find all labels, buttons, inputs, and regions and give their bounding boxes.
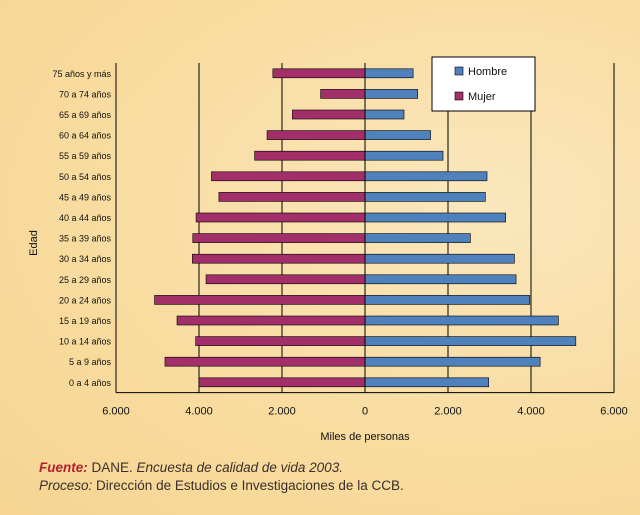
fuente-org: DANE. <box>91 460 133 475</box>
category-label-3: 15 a 19 años <box>59 316 112 326</box>
category-label-4: 20 a 24 años <box>59 295 112 305</box>
bars <box>154 63 577 393</box>
bar-mujer-7 <box>192 233 366 243</box>
bar-mujer-12 <box>266 130 366 140</box>
x-tick-label-6: 6.000 <box>600 406 628 418</box>
bar-hombre-0 <box>364 377 489 388</box>
bar-hombre-5 <box>364 274 517 285</box>
category-label-15: 75 años y más <box>52 69 111 79</box>
bar-mujer-9 <box>218 192 366 202</box>
bar-mujer-5 <box>205 274 366 285</box>
legend-swatch-hombre <box>454 66 464 76</box>
bar-hombre-2 <box>364 336 577 346</box>
bar-hombre-9 <box>364 192 486 202</box>
x-tick-labels: 6.000 4.000 2.000 0 2.000 4.000 6.000 <box>102 406 628 418</box>
x-tick-label-5: 4.000 <box>517 406 545 418</box>
category-label-8: 40 a 44 años <box>59 213 112 223</box>
fuente-label: Fuente: <box>39 460 88 475</box>
bar-hombre-12 <box>364 130 431 140</box>
category-label-5: 25 a 29 años <box>59 275 112 285</box>
legend-box <box>431 56 536 112</box>
bar-mujer-2 <box>195 336 366 346</box>
bar-hombre-3 <box>364 315 559 326</box>
x-tick-label-0: 6.000 <box>102 406 130 418</box>
bar-mujer-15 <box>272 68 366 79</box>
bar-hombre-1 <box>364 356 541 367</box>
x-tick-label-3: 0 <box>362 406 368 418</box>
bar-mujer-14 <box>320 89 366 99</box>
category-label-6: 30 a 34 años <box>59 254 112 264</box>
bar-mujer-0 <box>198 377 366 388</box>
x-axis-title: Miles de personas <box>320 431 410 443</box>
source-line-fuente: Fuente: DANE. Encuesta de calidad de vid… <box>39 459 404 477</box>
legend-swatch-mujer <box>454 91 464 101</box>
bar-mujer-3 <box>176 315 366 326</box>
category-label-7: 35 a 39 años <box>59 234 112 244</box>
proceso-text: Dirección de Estudios e Investigaciones … <box>96 478 404 493</box>
bar-mujer-1 <box>164 356 366 367</box>
bar-hombre-11 <box>364 150 444 161</box>
y-axis-title: Edad <box>28 230 40 256</box>
bar-mujer-11 <box>254 150 366 161</box>
proceso-label: Proceso: <box>39 478 93 493</box>
bar-hombre-13 <box>364 109 405 120</box>
bar-hombre-14 <box>364 89 419 99</box>
bar-mujer-10 <box>211 171 366 182</box>
category-label-14: 70 a 74 años <box>59 89 112 99</box>
bar-hombre-6 <box>364 253 515 264</box>
bar-mujer-8 <box>195 212 366 223</box>
x-tick-label-4: 2.000 <box>434 406 462 418</box>
bar-mujer-13 <box>292 109 366 120</box>
category-labels: 0 a 4 años 5 a 9 años 10 a 14 años 15 a 19 … <box>52 69 111 388</box>
legend-label-mujer: Mujer <box>468 91 496 103</box>
bar-hombre-8 <box>364 212 506 223</box>
bar-hombre-15 <box>364 68 414 79</box>
x-tick-label-1: 4.000 <box>185 406 213 418</box>
category-label-12: 60 a 64 años <box>59 131 112 141</box>
category-label-2: 10 a 14 años <box>59 337 112 347</box>
population-pyramid-chart: 0 a 4 años 5 a 9 años 10 a 14 años 15 a 19 … <box>28 56 628 443</box>
category-label-10: 50 a 54 años <box>59 172 112 182</box>
category-label-1: 5 a 9 años <box>69 357 112 367</box>
source-line-proceso: Proceso: Dirección de Estudios e Investi… <box>39 477 404 495</box>
fuente-title: Encuesta de calidad de vida 2003. <box>136 460 343 475</box>
legend-label-hombre: Hombre <box>468 66 507 78</box>
category-label-11: 55 a 59 años <box>59 151 112 161</box>
bar-hombre-7 <box>364 233 471 243</box>
x-tick-label-2: 2.000 <box>268 406 296 418</box>
legend: Hombre Mujer <box>431 56 536 112</box>
bar-mujer-4 <box>154 295 366 305</box>
bar-hombre-4 <box>364 295 531 305</box>
bar-mujer-6 <box>192 253 366 264</box>
category-label-13: 65 a 69 años <box>59 110 112 120</box>
bar-hombre-10 <box>364 171 488 182</box>
source-note: Fuente: DANE. Encuesta de calidad de vid… <box>39 459 404 495</box>
category-label-9: 45 a 49 años <box>59 192 112 202</box>
category-label-0: 0 a 4 años <box>69 378 112 388</box>
